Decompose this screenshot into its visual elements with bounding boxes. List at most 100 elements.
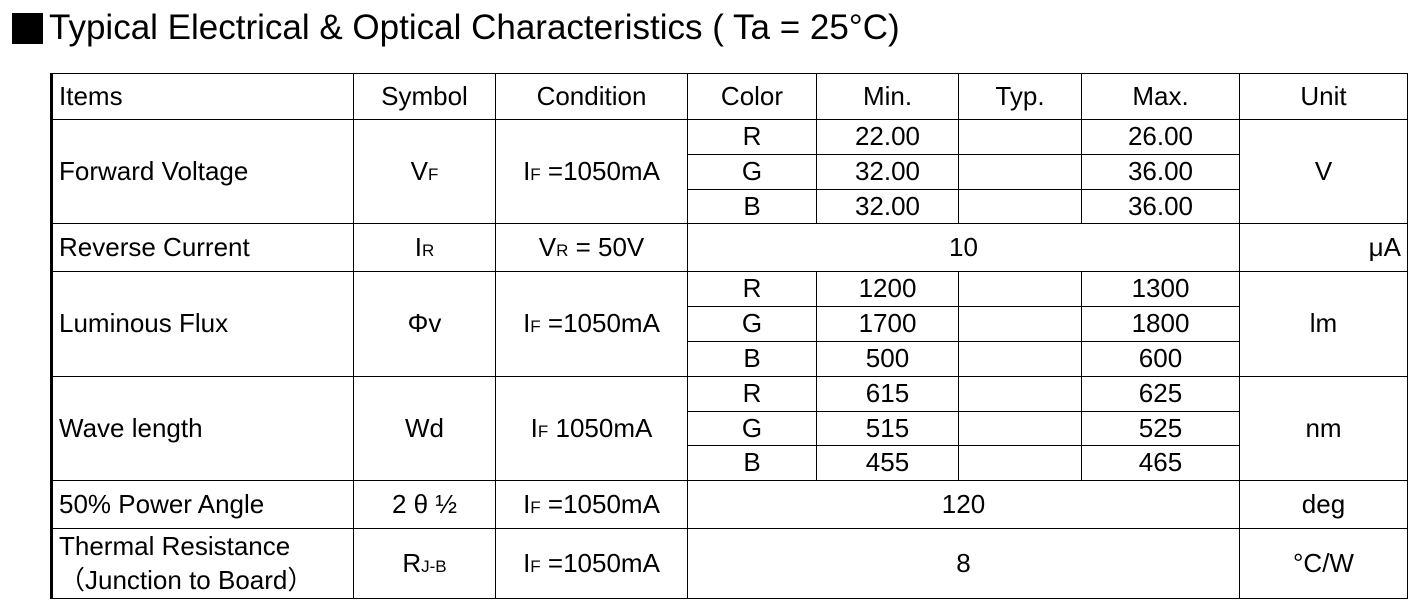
rest-text: =1050mA — [540, 155, 660, 186]
item-cell: Thermal Resistance （Junction to Board） — [51, 528, 354, 600]
header-cell: Typ. — [958, 73, 1082, 120]
item-cell: Wave length — [51, 375, 354, 482]
main-text: Wd — [405, 412, 444, 443]
condition-cell: IF 1050mA — [495, 375, 688, 482]
item-text: Reverse Current — [59, 231, 250, 262]
max-cell: 525 — [1081, 410, 1240, 447]
item-text: Luminous Flux — [59, 308, 229, 339]
subscript: F — [427, 164, 439, 184]
main-text: Φv — [407, 308, 442, 339]
title-bullet — [12, 12, 43, 44]
color-cell: B — [687, 445, 817, 482]
typ-cell — [958, 306, 1082, 342]
header-cell: Min. — [816, 73, 959, 120]
max-cell: 26.00 — [1081, 119, 1240, 155]
row: Luminous Flux Φv IF =1050mA R 1200 1300 lm — [51, 271, 1408, 377]
header-cell: Color — [687, 73, 817, 120]
typ-cell — [958, 119, 1082, 155]
min-cell: 1700 — [816, 306, 959, 342]
item-cell: Forward Voltage — [51, 118, 354, 225]
header-cell: Condition — [495, 73, 688, 120]
unit-cell: μA — [1239, 223, 1408, 273]
typ-cell — [958, 375, 1082, 412]
unit-cell: °C/W — [1239, 528, 1408, 600]
min-cell: 615 — [816, 375, 959, 412]
rest-text: =1050mA — [540, 308, 660, 339]
symbol-cell: IR — [353, 223, 496, 273]
main-text: I — [523, 308, 531, 339]
header-row: Items Symbol Condition Color Min. Typ. Max. Uni… — [51, 73, 1408, 120]
title-row: Typical Electrical & Optical Characteris… — [12, 8, 900, 48]
row: G 515 525 — [52, 410, 1408, 447]
header-cell: Max. — [1081, 73, 1240, 120]
subscript: F — [530, 556, 541, 576]
min-cell: 1200 — [816, 271, 959, 308]
color-cell: R — [687, 271, 817, 308]
color-cell: G — [687, 410, 817, 447]
subscript: R — [421, 240, 435, 260]
row: Reverse Current IR VR = 50V 10 μA — [51, 223, 1408, 273]
symbol-cell: VF — [353, 118, 496, 225]
main-text: V — [410, 155, 428, 186]
symbol-cell: Φv — [353, 271, 496, 377]
main-text: V — [538, 231, 557, 262]
symbol-cell: 2 θ ½ — [353, 480, 496, 530]
row: G 32.00 36.00 — [52, 153, 1408, 190]
title: Typical Electrical & Optical Characteris… — [49, 8, 900, 47]
main-text: I — [414, 231, 422, 262]
main-text: I — [523, 547, 531, 578]
main-text: 2 θ ½ — [391, 488, 458, 519]
condition-cell: IF =1050mA — [495, 480, 688, 530]
rest-text: =1050mA — [540, 547, 660, 578]
typ-cell — [958, 445, 1082, 482]
row: Forward Voltage VF IF =1050mA R 22.00 26.00 V — [51, 118, 1408, 225]
row: B 455 465 — [52, 445, 1408, 482]
typ-cell — [958, 340, 1082, 377]
header-cell: Unit — [1239, 73, 1408, 120]
row: B 500 600 — [52, 340, 1408, 377]
typ-cell — [958, 188, 1082, 225]
item-text: （Junction to Board） — [59, 564, 314, 595]
max-cell: 36.00 — [1081, 188, 1240, 225]
subscript: F — [530, 317, 541, 337]
color-cell: B — [687, 340, 817, 377]
row: Thermal Resistance （Junction to Board） RJ-… — [51, 528, 1408, 600]
header-cell: Items — [51, 73, 354, 120]
row: 50% Power Angle 2 θ ½ IF =1050mA 120 deg — [51, 480, 1408, 530]
unit-cell: deg — [1239, 480, 1408, 530]
value-cell: 10 — [687, 223, 1240, 273]
rest-text: = 50V — [568, 231, 645, 262]
symbol-cell: RJ-B — [353, 528, 496, 600]
row: B 32.00 36.00 — [52, 188, 1408, 225]
item-text: Thermal Resistance — [59, 530, 291, 561]
condition-cell: IF =1050mA — [495, 271, 688, 377]
item-cell: Reverse Current — [51, 223, 354, 273]
subscript: F — [530, 497, 541, 517]
max-cell: 625 — [1081, 375, 1240, 412]
max-cell: 600 — [1081, 340, 1240, 377]
item-cell: Luminous Flux — [51, 271, 354, 377]
min-cell: 22.00 — [816, 119, 959, 155]
min-cell: 32.00 — [816, 153, 959, 190]
main-text: I — [523, 488, 531, 519]
item-text: 50% Power Angle — [59, 488, 265, 519]
color-cell: G — [687, 153, 817, 190]
unit-cell: V — [1239, 118, 1408, 225]
condition-cell: IF =1050mA — [495, 528, 688, 600]
subscript: F — [530, 164, 541, 184]
header-cell: Symbol — [353, 73, 496, 120]
condition-cell: VR = 50V — [495, 223, 688, 273]
item-cell: 50% Power Angle — [51, 480, 354, 530]
item-text: Forward Voltage — [59, 155, 249, 186]
typ-cell — [958, 271, 1082, 308]
rest-text: =1050mA — [540, 488, 660, 519]
row: G 1700 1800 — [52, 306, 1408, 342]
color-cell: G — [687, 306, 817, 342]
max-cell: 1300 — [1081, 271, 1240, 308]
min-cell: 500 — [816, 340, 959, 377]
spec-table: Items Symbol Condition Color Min. Typ. Max. Uni… — [50, 73, 1408, 600]
min-cell: 455 — [816, 445, 959, 482]
value-cell: 8 — [687, 528, 1240, 600]
unit-cell: lm — [1239, 271, 1408, 377]
